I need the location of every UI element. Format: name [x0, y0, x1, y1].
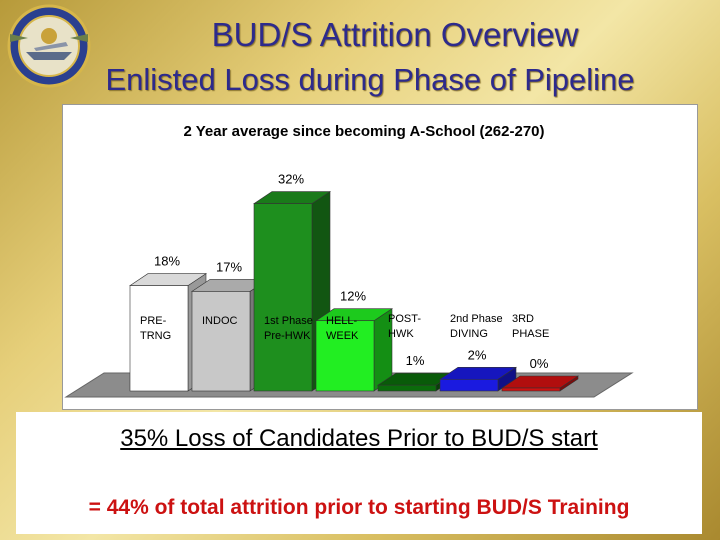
category-label: POST-: [388, 313, 421, 325]
category-label: DIVING: [450, 328, 488, 340]
page-title: BUD/S Attrition Overview: [211, 16, 579, 53]
bar-front: [501, 387, 561, 392]
data-label: 12%: [340, 289, 366, 304]
category-label: HWK: [388, 328, 414, 340]
category-label: PRE-: [140, 315, 167, 327]
bar-front: [253, 203, 313, 392]
bar-front: [377, 384, 437, 392]
category-label: INDOC: [202, 315, 238, 327]
bar-4: [315, 308, 393, 392]
data-label: 18%: [154, 254, 180, 269]
category-label: WEEK: [326, 330, 359, 342]
data-label: 32%: [278, 172, 304, 187]
bar-front: [191, 291, 251, 392]
category-label: Pre-HWK: [264, 330, 311, 342]
bar-front: [129, 285, 189, 392]
bar-7: [501, 375, 579, 392]
data-label: 17%: [216, 259, 242, 274]
category-label: 2nd Phase: [450, 313, 503, 325]
bar-3: [253, 191, 331, 392]
data-label: 0%: [530, 356, 549, 371]
bar-6: [439, 366, 517, 392]
bar-front: [315, 320, 375, 392]
data-label: 1%: [406, 353, 425, 368]
category-label: 1st Phase: [264, 315, 313, 327]
category-label: HELL-: [326, 315, 358, 327]
category-label: PHASE: [512, 328, 549, 340]
chart-title: 2 Year average since becoming A-School (…: [184, 123, 545, 140]
caption-panel: [16, 412, 702, 534]
loss-caption: 35% Loss of Candidates Prior to BUD/S st…: [120, 425, 598, 452]
data-label: 2%: [468, 347, 487, 362]
total-attrition-caption: = 44% of total attrition prior to starti…: [88, 496, 630, 519]
category-label: 3RD: [512, 313, 534, 325]
category-label: TRNG: [140, 330, 171, 342]
page-subtitle: Enlisted Loss during Phase of Pipeline: [105, 62, 635, 97]
attrition-bar-chart: 2 Year average since becoming A-School (…: [64, 123, 634, 398]
bar-front: [439, 378, 499, 392]
naval-seal-logo: [7, 4, 91, 88]
